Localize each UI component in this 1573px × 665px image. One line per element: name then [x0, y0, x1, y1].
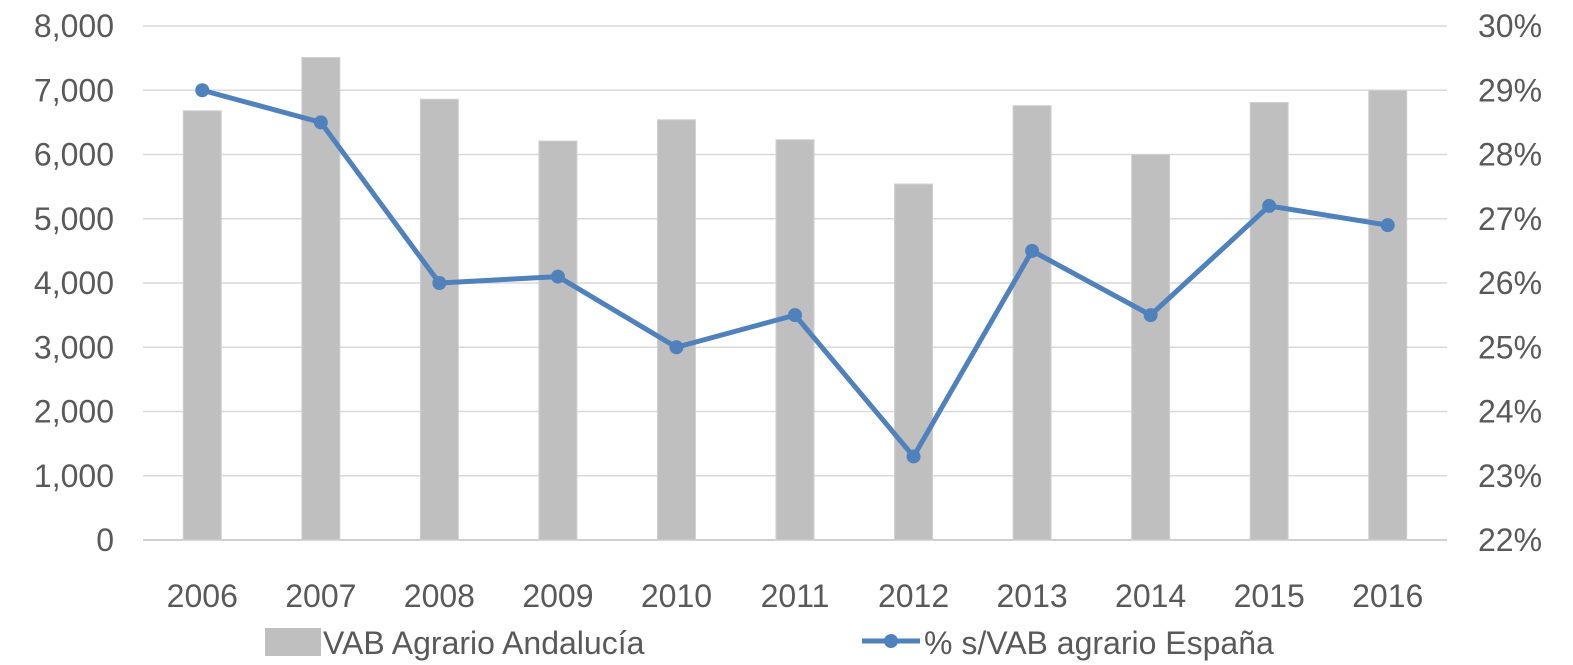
x-tick-label: 2013 — [996, 578, 1067, 614]
line-point — [1025, 243, 1040, 258]
line-point — [669, 340, 684, 355]
left-axis-ticks: 0 1,000 2,000 3,000 4,000 5,000 6,000 7,000 8,00… — [34, 8, 114, 558]
line-point — [432, 276, 447, 290]
right-tick-label: 30% — [1478, 8, 1542, 44]
bar-series — [182, 56, 1408, 541]
bar — [1368, 89, 1408, 541]
bar — [419, 98, 459, 541]
bar — [301, 56, 341, 541]
bar — [775, 139, 815, 541]
x-tick-label: 2008 — [404, 578, 475, 614]
legend-swatch-bars — [265, 628, 321, 656]
x-tick-label: 2007 — [285, 578, 356, 614]
x-tick-label: 2010 — [641, 578, 712, 614]
x-tick-label: 2009 — [522, 578, 593, 614]
x-tick-label: 2006 — [167, 578, 238, 614]
x-tick-label: 2015 — [1234, 578, 1305, 614]
x-axis-ticks: 2006 2007 2008 2009 2010 2011 2012 2013 2014 2015… — [167, 578, 1424, 614]
left-tick-label: 1,000 — [34, 458, 114, 494]
legend: VAB Agrario Andalucía % s/VAB agrario Es… — [265, 625, 1274, 661]
right-tick-label: 25% — [1478, 329, 1542, 365]
line-point — [1262, 198, 1277, 213]
right-tick-label: 29% — [1478, 72, 1542, 108]
x-tick-label: 2012 — [878, 578, 949, 614]
right-tick-label: 23% — [1478, 458, 1542, 494]
right-tick-label: 26% — [1478, 265, 1542, 301]
legend-item-bars: VAB Agrario Andalucía — [265, 625, 645, 661]
legend-label-line: % s/VAB agrario España — [924, 625, 1274, 661]
bar — [656, 119, 696, 541]
legend-marker — [884, 634, 898, 648]
right-axis-ticks: 22% 23% 24% 25% 26% 27% 28% 29% 30% — [1478, 8, 1542, 558]
bar — [538, 140, 578, 541]
bar — [1249, 101, 1289, 541]
line-point — [1143, 308, 1158, 323]
right-tick-label: 28% — [1478, 137, 1542, 173]
left-tick-label: 3,000 — [34, 329, 114, 365]
right-tick-label: 24% — [1478, 394, 1542, 430]
left-tick-label: 7,000 — [34, 72, 114, 108]
left-tick-label: 5,000 — [34, 201, 114, 237]
line-point — [195, 83, 210, 98]
line-point — [550, 269, 565, 284]
bar — [1012, 105, 1052, 541]
right-tick-label: 27% — [1478, 201, 1542, 237]
legend-label-bars: VAB Agrario Andalucía — [323, 625, 645, 661]
line-point — [1380, 218, 1395, 233]
left-tick-label: 8,000 — [34, 8, 114, 44]
x-tick-label: 2016 — [1352, 578, 1423, 614]
line-point — [906, 449, 921, 464]
x-tick-label: 2011 — [761, 578, 830, 614]
line-point — [313, 115, 328, 130]
line-point — [788, 308, 802, 323]
left-tick-label: 4,000 — [34, 265, 114, 301]
legend-item-line: % s/VAB agrario España — [862, 625, 1274, 661]
left-tick-label: 2,000 — [34, 394, 114, 430]
bar — [894, 183, 934, 541]
right-tick-label: 22% — [1478, 522, 1542, 558]
left-tick-label: 0 — [96, 522, 114, 558]
bar — [182, 110, 222, 541]
bar — [1131, 154, 1171, 541]
x-tick-label: 2014 — [1115, 578, 1186, 614]
line-series — [195, 83, 1395, 464]
left-tick-label: 6,000 — [34, 137, 114, 173]
